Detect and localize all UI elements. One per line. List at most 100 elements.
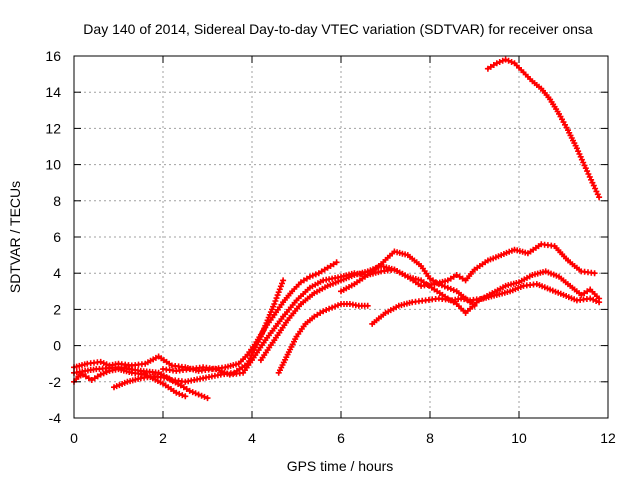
data-point [183, 380, 187, 384]
data-point [370, 322, 374, 326]
grid [74, 56, 608, 418]
data-point [139, 376, 143, 380]
data-point [312, 291, 316, 295]
y-tick-label: 0 [53, 338, 61, 354]
data-point [241, 371, 245, 375]
data-point [353, 282, 356, 286]
y-tick-label: 14 [45, 84, 61, 100]
data-point [99, 373, 103, 376]
data-point [201, 365, 205, 369]
data-point [410, 300, 414, 304]
axis-ticks: 0 2 4 6 8 10 12 -4 -2 0 2 4 6 8 10 12 14 16 [45, 48, 616, 446]
x-tick-label: 8 [426, 430, 434, 446]
data-point [504, 284, 507, 288]
data-point [393, 250, 396, 253]
data-point [557, 112, 561, 116]
data-point [384, 311, 387, 315]
y-tick-label: 10 [45, 157, 61, 173]
data-point [312, 315, 316, 318]
data-point [335, 260, 338, 264]
data-point [464, 279, 467, 282]
data-point [339, 302, 343, 306]
data-point [157, 371, 161, 375]
data-point [486, 259, 490, 262]
data-point [419, 279, 423, 282]
data-point [308, 275, 312, 279]
data-point [366, 304, 370, 308]
data-point [290, 289, 294, 293]
data-point [299, 280, 303, 284]
data-point [277, 371, 281, 375]
data-point [419, 264, 423, 268]
data-point [499, 253, 503, 257]
data-point [513, 61, 516, 65]
data-point [575, 299, 579, 302]
data-point [339, 279, 343, 282]
data-point [90, 378, 94, 382]
x-tick-label: 10 [511, 430, 527, 446]
data-point [272, 338, 276, 342]
data-point [215, 367, 218, 371]
data-point [446, 286, 450, 290]
data-point [201, 376, 205, 380]
data-point [246, 353, 250, 356]
data-point [513, 248, 516, 252]
y-tick-label: 4 [53, 265, 61, 281]
data-point [339, 289, 343, 293]
data-point [259, 335, 263, 338]
data-point [446, 279, 450, 282]
data-point [357, 304, 361, 308]
data-point [495, 293, 499, 297]
data-point [188, 367, 192, 371]
y-tick-label: 2 [53, 301, 61, 317]
data-point [437, 297, 441, 300]
data-point [188, 389, 192, 393]
data-point [588, 297, 592, 300]
x-axis-label: GPS time / hours [287, 458, 394, 474]
data-point [433, 282, 436, 286]
data-point [591, 181, 594, 185]
data-point [321, 279, 325, 282]
data-point [326, 284, 329, 288]
data-point [112, 385, 116, 389]
data-point [228, 373, 232, 376]
series-track-6 [275, 301, 371, 376]
data-point [348, 302, 352, 306]
x-tick-label: 4 [248, 430, 256, 446]
data-point [379, 262, 383, 266]
x-tick-label: 6 [337, 430, 345, 446]
data-point [304, 322, 307, 326]
data-point [588, 288, 592, 291]
data-point [597, 195, 601, 199]
data-point [308, 286, 312, 290]
data-point [566, 128, 570, 132]
data-point [77, 375, 80, 378]
x-tick-label: 0 [70, 430, 78, 446]
data-point [544, 270, 548, 273]
data-point [526, 251, 530, 255]
data-point [170, 364, 174, 367]
series-track-8 [369, 281, 603, 327]
data-point [562, 293, 565, 297]
data-point [548, 98, 552, 101]
data-point [424, 299, 427, 302]
data-point [553, 244, 556, 248]
data-point [170, 378, 174, 382]
data-point [264, 338, 267, 342]
data-point [397, 304, 401, 308]
data-point [161, 367, 165, 371]
data-point [593, 271, 596, 275]
data-point [259, 358, 263, 362]
data-point [406, 275, 410, 279]
data-point [535, 282, 539, 286]
data-point [353, 273, 356, 277]
data-point [437, 282, 441, 286]
data-point [321, 309, 325, 313]
data-point [539, 87, 543, 90]
data-point [366, 273, 370, 277]
data-point [393, 268, 396, 271]
y-tick-label: 16 [45, 48, 61, 64]
x-tick-label: 12 [600, 430, 616, 446]
